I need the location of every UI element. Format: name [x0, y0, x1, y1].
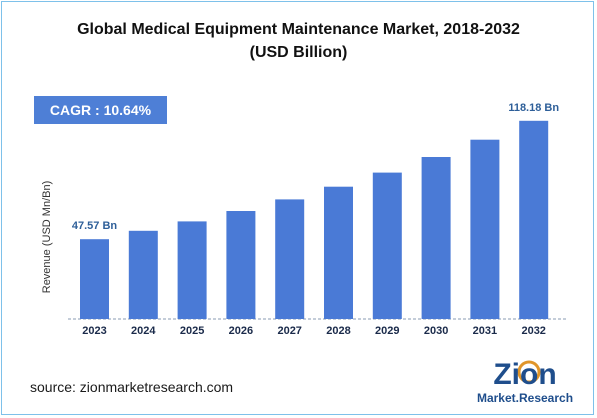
- x-tick-label: 2032: [521, 325, 545, 337]
- zion-logo-icon: Zion Market.Research: [477, 358, 573, 405]
- logo-word: Zion: [493, 358, 556, 391]
- bar-2031: [470, 139, 500, 319]
- logo-sub: Market.Research: [477, 391, 573, 405]
- bar-2030: [421, 157, 451, 319]
- x-tick-label: 2027: [277, 325, 301, 337]
- x-tick-label: 2028: [326, 325, 350, 337]
- y-axis-label: Revenue (USD Mn/Bn): [41, 181, 53, 294]
- x-tick-label: 2026: [229, 325, 253, 337]
- chart-title: Global Medical Equipment Maintenance Mar…: [0, 18, 597, 64]
- bar-2029: [372, 172, 402, 319]
- x-tick-label: 2030: [424, 325, 448, 337]
- bar-2023: [80, 239, 109, 319]
- x-tick-label: 2031: [473, 325, 497, 337]
- bar-2028: [324, 186, 353, 319]
- x-tick-label: 2023: [82, 325, 106, 337]
- data-label: 118.18 Bn: [508, 102, 559, 114]
- chart-title-line2: (USD Billion): [249, 44, 348, 61]
- bar-2027: [275, 199, 305, 319]
- cagr-badge: CAGR : 10.64%: [34, 96, 167, 124]
- data-label: 47.57 Bn: [72, 220, 118, 232]
- x-tick-label: 2029: [375, 325, 399, 337]
- bar-2025: [177, 221, 207, 319]
- bar-2032: [519, 120, 549, 319]
- source-text: source: zionmarketresearch.com: [30, 379, 234, 395]
- x-tick-label: 2024: [131, 325, 156, 337]
- x-tick-label: 2025: [180, 325, 204, 337]
- bar-2026: [226, 211, 256, 319]
- bar-2024: [128, 230, 158, 319]
- chart-title-line1: Global Medical Equipment Maintenance Mar…: [77, 21, 520, 38]
